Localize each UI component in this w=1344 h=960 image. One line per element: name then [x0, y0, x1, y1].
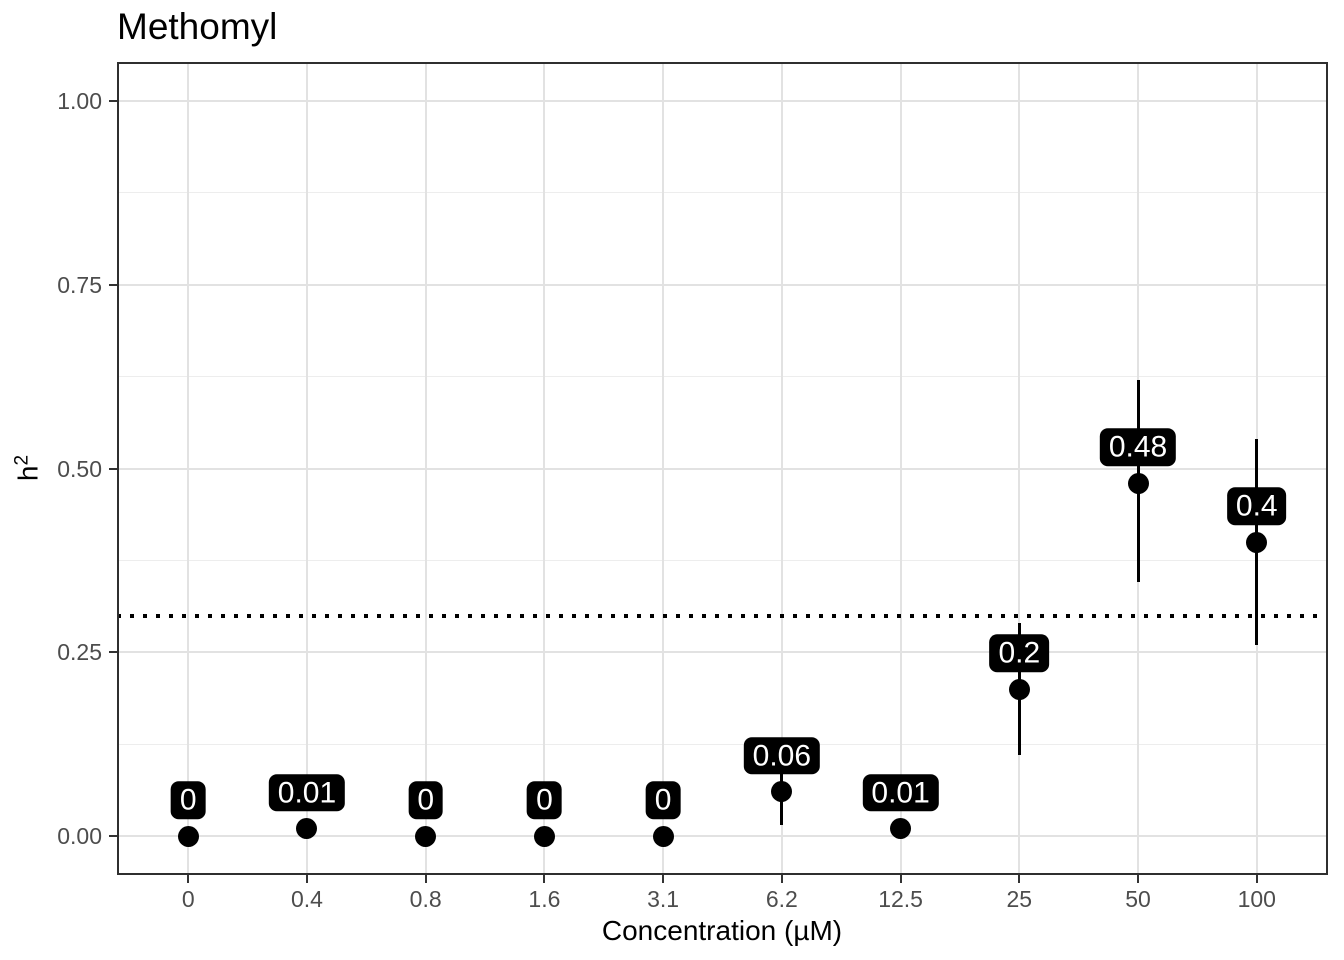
gridline-major-horizontal: [117, 283, 1328, 286]
x-axis-tick-label: 12.5: [878, 886, 923, 912]
gridline-major-horizontal: [117, 467, 1328, 470]
gridline-minor-horizontal: [117, 376, 1328, 378]
y-axis-tick-label: 0.25: [57, 639, 102, 666]
data-point: [296, 818, 318, 840]
y-axis-tick-label: 0.50: [57, 455, 102, 482]
x-axis-tick-label: 0.4: [290, 886, 323, 912]
y-axis-tick: [109, 651, 117, 654]
data-point-label: 0: [170, 781, 206, 819]
data-point-label: 0: [645, 781, 681, 819]
x-axis-tick: [662, 875, 665, 883]
data-point-label: 0.4: [1226, 487, 1287, 525]
gridline-major-vertical: [543, 62, 546, 875]
x-axis-tick: [899, 875, 902, 883]
x-axis-tick: [1018, 875, 1021, 883]
x-axis-tick-label: 50: [1125, 886, 1151, 912]
reference-line: [117, 613, 1328, 618]
x-axis-tick-label: 3.1: [647, 886, 680, 912]
gridline-minor-horizontal: [117, 743, 1328, 745]
data-point: [1127, 472, 1149, 494]
gridline-major-horizontal: [117, 651, 1328, 654]
y-axis-tick-label: 0.75: [57, 271, 102, 298]
gridline-major-horizontal: [117, 835, 1328, 838]
gridline-major-vertical: [780, 62, 783, 875]
gridline-major-vertical: [305, 62, 308, 875]
x-axis-tick: [780, 875, 783, 883]
y-axis-tick: [109, 99, 117, 102]
x-axis-tick-label: 0: [181, 886, 195, 912]
gridline-major-vertical: [1018, 62, 1021, 875]
data-point: [533, 825, 555, 847]
data-point: [652, 825, 674, 847]
plot-panel: 0 0.01 0 0 0 0.06 0.01 0.2 0.48 0.4: [117, 62, 1328, 875]
y-axis-tick: [109, 467, 117, 470]
data-point-label: 0.01: [862, 773, 939, 812]
gridline-major-vertical: [662, 62, 665, 875]
data-point: [1008, 678, 1030, 700]
gridline-major-vertical: [187, 62, 190, 875]
x-axis-tick: [1255, 875, 1258, 883]
x-axis-tick-label: 100: [1237, 886, 1276, 912]
x-axis-tick: [187, 875, 190, 883]
data-point: [771, 781, 793, 803]
data-point-label: 0.06: [743, 737, 821, 775]
y-axis-tick: [109, 835, 117, 838]
x-axis-title: Concentration (µM): [601, 915, 843, 946]
gridline-minor-horizontal: [117, 192, 1328, 194]
y-axis-tick-label: 0.00: [57, 823, 102, 850]
x-axis-tick-label: 6.2: [765, 886, 798, 912]
x-axis-tick: [305, 875, 308, 883]
x-axis-tick-label: 25: [1006, 886, 1033, 912]
y-axis-tick: [109, 283, 117, 286]
data-point-label: 0.01: [268, 773, 346, 812]
gridline-major-horizontal: [117, 99, 1328, 102]
x-axis-tick: [543, 875, 546, 883]
x-axis-tick: [424, 875, 427, 883]
data-point-label: 0: [408, 781, 444, 819]
x-axis-tick-label: 0.8: [409, 886, 442, 912]
data-point: [415, 825, 437, 847]
data-point: [1246, 531, 1268, 553]
data-point-label: 0: [527, 781, 562, 819]
gridline-minor-horizontal: [117, 559, 1328, 561]
x-axis-tick: [1137, 875, 1140, 883]
y-axis-tick-label: 1.00: [57, 87, 102, 114]
gridline-major-vertical: [424, 62, 427, 875]
chart-title: Methomyl: [117, 6, 278, 47]
data-point: [177, 825, 199, 847]
data-point: [890, 818, 912, 840]
x-axis-tick-label: 1.6: [528, 886, 561, 912]
data-point-label: 0.48: [1099, 428, 1177, 466]
gridline-major-vertical: [899, 62, 902, 875]
data-point-label: 0.2: [989, 634, 1050, 672]
